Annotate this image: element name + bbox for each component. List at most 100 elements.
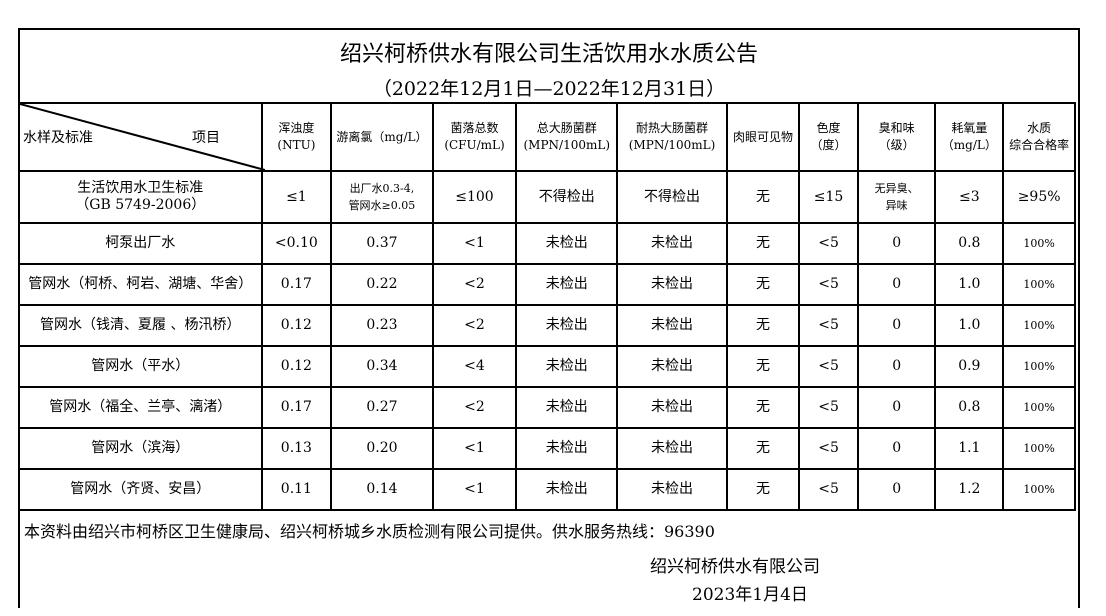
cell-value: 未检出 <box>515 263 619 306</box>
standard-value: 无异臭、 异味 <box>856 170 937 224</box>
cell-value: 未检出 <box>616 222 728 265</box>
cell-value: <5 <box>798 304 859 347</box>
cell-value: 0.11 <box>260 468 333 511</box>
cell-value: <1 <box>431 427 518 470</box>
cell-value: <1 <box>431 222 518 265</box>
cell-value: 0 <box>856 222 937 265</box>
corner-left-label: 水样及标准 <box>23 130 93 146</box>
cell-value: <0.10 <box>260 222 333 265</box>
cell-value: 0 <box>856 345 937 388</box>
cell-value: 100% <box>1002 386 1076 429</box>
corner-header: 水样及标准 项目 <box>18 102 265 172</box>
standard-value: 无 <box>725 170 801 224</box>
column-header: 菌落总数 (CFU/mL) <box>431 102 518 172</box>
cell-value: 0.9 <box>934 345 1005 388</box>
diagonal-line <box>20 104 265 170</box>
cell-value: <2 <box>431 304 518 347</box>
standard-value: ≥95% <box>1002 170 1076 224</box>
cell-value: 0.23 <box>330 304 434 347</box>
sample-name: 管网水（福全、兰亭、漓渚） <box>18 386 263 429</box>
cell-value: <4 <box>431 345 518 388</box>
cell-value: 未检出 <box>515 386 619 429</box>
standard-value: ≤3 <box>934 170 1005 224</box>
cell-value: 未检出 <box>515 304 619 347</box>
cell-value: 0.12 <box>260 304 333 347</box>
cell-value: 0 <box>856 386 937 429</box>
sample-name: 管网水（柯桥、柯岩、湖塘、华舍） <box>18 263 263 306</box>
cell-value: <5 <box>798 386 859 429</box>
cell-value: 100% <box>1002 468 1076 511</box>
cell-value: 1.1 <box>934 427 1005 470</box>
cell-value: <5 <box>798 222 859 265</box>
company-signature: 绍兴柯桥供水有限公司 <box>650 557 820 577</box>
standard-name: 生活饮用水卫生标准 （GB 5749-2006） <box>18 170 263 224</box>
cell-value: 1.0 <box>934 304 1005 347</box>
water-quality-table: 水样及标准 项目 浑浊度 (NTU) 游离氯（mg/L） 菌落总数 (CFU/mL) 总大肠菌… <box>18 102 1076 511</box>
cell-value: 0.14 <box>330 468 434 511</box>
cell-value: 0.22 <box>330 263 434 306</box>
column-header: 耐热大肠菌群 (MPN/100mL) <box>616 102 728 172</box>
cell-value: 0.34 <box>330 345 434 388</box>
cell-value: 无 <box>725 427 801 470</box>
cell-value: 未检出 <box>616 386 728 429</box>
sample-name: 柯泵出厂水 <box>18 222 263 265</box>
sample-name: 管网水（齐贤、安昌） <box>18 468 263 511</box>
cell-value: 0 <box>856 304 937 347</box>
cell-value: 0.8 <box>934 222 1005 265</box>
cell-value: 1.0 <box>934 263 1005 306</box>
cell-value: 0.27 <box>330 386 434 429</box>
column-header: 浑浊度 (NTU) <box>260 102 333 172</box>
sample-name: 管网水（滨海） <box>18 427 263 470</box>
standard-value: ≤1 <box>260 170 333 224</box>
cell-value: 未检出 <box>515 468 619 511</box>
sample-name: 管网水（钱清、夏履 、杨汛桥） <box>18 304 263 347</box>
source-note: 本资料由绍兴市柯桥区卫生健康局、绍兴柯桥城乡水质检测有限公司提供。供水服务热线：… <box>24 522 715 541</box>
cell-value: 0.17 <box>260 263 333 306</box>
cell-value: 0.37 <box>330 222 434 265</box>
issue-date: 2023年1月4日 <box>692 585 808 605</box>
cell-value: <5 <box>798 427 859 470</box>
table-row: 管网水（钱清、夏履 、杨汛桥） 0.12 0.23 <2 未检出 未检出无 <5 0 1.0 10… <box>18 304 1076 347</box>
cell-value: 100% <box>1002 263 1076 306</box>
cell-value: 100% <box>1002 427 1076 470</box>
cell-value: 未检出 <box>616 345 728 388</box>
cell-value: 1.2 <box>934 468 1005 511</box>
standard-value: 不得检出 <box>515 170 619 224</box>
table-row: 柯泵出厂水 <0.10 0.37 <1 未检出 未检出无 <5 0 0.8 100% <box>18 222 1076 265</box>
cell-value: 未检出 <box>616 263 728 306</box>
cell-value: 0.8 <box>934 386 1005 429</box>
column-header: 耗氧量 （mg/L） <box>934 102 1005 172</box>
column-header: 臭和味 （级） <box>856 102 937 172</box>
header-row: 水样及标准 项目 浑浊度 (NTU) 游离氯（mg/L） 菌落总数 (CFU/mL) 总大肠菌… <box>18 102 1076 172</box>
cell-value: <5 <box>798 263 859 306</box>
cell-value: 未检出 <box>616 427 728 470</box>
notice-period: （2022年12月1日—2022年12月31日） <box>372 78 726 100</box>
cell-value: 无 <box>725 345 801 388</box>
column-header: 肉眼可见物 <box>725 102 801 172</box>
table-row: 管网水（滨海） 0.13 0.20 <1 未检出 未检出无 <5 0 1.1 100% <box>18 427 1076 470</box>
sample-name: 管网水（平水） <box>18 345 263 388</box>
column-header: 色度 （度） <box>798 102 859 172</box>
standard-value: ≤100 <box>431 170 518 224</box>
cell-value: 0 <box>856 263 937 306</box>
cell-value: 未检出 <box>616 468 728 511</box>
table-row: 管网水（福全、兰亭、漓渚） 0.17 0.27 <2 未检出 未检出无 <5 0 0.8 100% <box>18 386 1076 429</box>
cell-value: <2 <box>431 263 518 306</box>
corner-right-label: 项目 <box>192 130 220 146</box>
standard-value: 不得检出 <box>616 170 728 224</box>
table-row: 管网水（齐贤、安昌） 0.11 0.14 <1 未检出 未检出无 <5 0 1.2 100% <box>18 468 1076 511</box>
cell-value: 无 <box>725 222 801 265</box>
cell-value: 0.20 <box>330 427 434 470</box>
cell-value: 100% <box>1002 345 1076 388</box>
water-quality-notice: 绍兴柯桥供水有限公司生活饮用水水质公告 （2022年12月1日—2022年12月… <box>18 28 1080 608</box>
cell-value: 未检出 <box>515 222 619 265</box>
cell-value: <5 <box>798 468 859 511</box>
cell-value: 0.13 <box>260 427 333 470</box>
cell-value: <1 <box>431 468 518 511</box>
standard-value: 出厂水0.3-4, 管网水≥0.05 <box>330 170 434 224</box>
cell-value: 0.17 <box>260 386 333 429</box>
standard-value: ≤15 <box>798 170 859 224</box>
standard-row: 生活饮用水卫生标准 （GB 5749-2006） ≤1 出厂水0.3-4, 管网水≥0.… <box>18 170 1076 224</box>
cell-value: <2 <box>431 386 518 429</box>
notice-title: 绍兴柯桥供水有限公司生活饮用水水质公告 <box>339 42 758 67</box>
